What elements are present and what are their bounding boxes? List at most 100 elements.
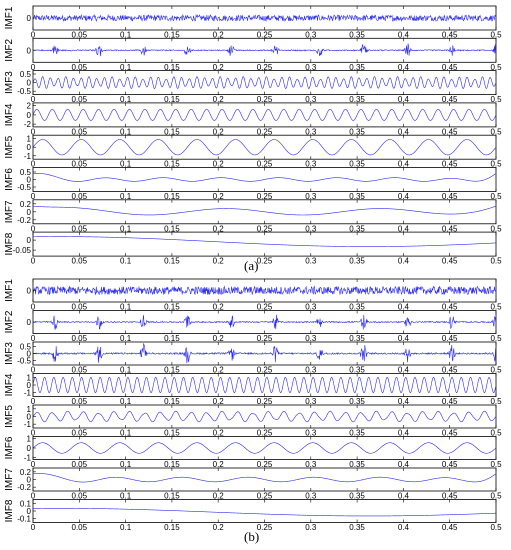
y-tick-label: 0 [27,476,32,485]
x-tick-label: 0.2 [213,160,225,169]
y-label-imf5: IMF5 [4,135,15,158]
x-tick-label: 0 [31,429,36,438]
x-tick-label: 0.2 [213,397,225,406]
imf-panel-imf5: IMF5 10-10 0.05 0.1 0.15 0.2 0.25 0.3 0.35 0.4 0.4… [4,135,502,169]
x-tick-label: 0.05 [72,160,88,169]
x-tick-label: 0.15 [164,160,180,169]
x-tick-label: 0.45 [442,257,458,266]
imf-panel-imf3: IMF3 0.50-0.50 0.05 0.1 0.15 0.2 0.25 0.3 0.35 0.… [4,70,502,104]
x-tick-label: 0.15 [164,257,180,266]
x-tick-label: 0.3 [305,224,317,233]
x-tick-label: 0.5 [490,224,502,233]
x-tick-label: 0.25 [257,192,273,201]
y-tick-label: 0 [27,350,32,359]
y-tick-label: 0 [27,46,32,55]
x-tick-label: 0.25 [257,160,273,169]
x-tick-label: 0.5 [490,303,502,312]
x-tick-label: 0.15 [164,397,180,406]
y-tick-label: 0.2 [20,200,32,209]
y-tick-label: 1 [27,373,32,382]
signal-line-imf4 [32,377,497,393]
x-tick-label: 0.1 [120,523,132,532]
signal-line-imf8 [33,236,497,247]
x-tick-label: 0.2 [213,460,225,469]
x-tick-label: 0.05 [72,523,88,532]
x-tick-label: 0 [31,63,36,72]
x-tick-label: 0.35 [349,523,365,532]
x-tick-label: 0.1 [120,366,132,375]
y-tick-label: 0.5 [20,168,32,177]
x-tick-label: 0 [31,523,36,532]
x-tick-label: 0.15 [164,303,180,312]
x-tick-label: 0.4 [398,397,410,406]
x-tick-label: 0.5 [490,95,502,104]
signal-line-imf4 [32,109,497,121]
x-tick-label: 0.35 [349,95,365,104]
y-tick-label: 0.5 [20,70,32,79]
y-tick-label: -1 [24,389,32,398]
imf-panel-imf3: IMF3 0.50-0.50 0.05 0.1 0.15 0.2 0.25 0.3 0.35 0.… [4,341,502,375]
x-tick-label: 0.3 [305,397,317,406]
caption-a: (a) [244,258,259,273]
panel-frame [32,499,497,523]
x-tick-label: 0.35 [349,492,365,501]
x-tick-label: 0.35 [349,192,365,201]
x-tick-label: 0.2 [213,366,225,375]
y-label-imf3: IMF3 [4,71,15,94]
x-tick-label: 0.2 [213,257,225,266]
x-tick-label: 0.25 [257,366,273,375]
x-tick-label: 0.35 [349,31,365,40]
x-tick-label: 0.3 [305,523,317,532]
x-tick-label: 0.05 [72,192,88,201]
y-tick-label: -0.05 [13,246,32,255]
y-label-imf3: IMF3 [4,342,15,365]
x-tick-label: 0.45 [442,192,458,201]
x-tick-label: 0 [31,492,36,501]
x-tick-label: 0.3 [305,95,317,104]
imf-panel-imf6: IMF6 10-10 0.05 0.1 0.15 0.2 0.25 0.3 0.35 0.4 0.4… [4,434,502,469]
signal-line-imf7 [32,205,497,216]
y-tick-label: 0 [27,176,32,185]
x-tick-label: 0.05 [72,127,88,136]
y-tick-label: -0.2 [17,483,31,492]
y-label-imf2: IMF2 [4,38,15,61]
x-tick-label: 0.35 [349,127,365,136]
x-tick-label: 0.5 [490,334,502,343]
x-tick-label: 0.2 [213,523,225,532]
x-tick-label: 0.35 [349,160,365,169]
caption-b: (b) [244,529,260,544]
x-tick-label: 0.25 [257,31,273,40]
y-tick-label: -0.5 [17,183,31,192]
y-label-imf8: IMF8 [4,499,15,522]
x-tick-label: 0.45 [442,460,458,469]
x-tick-label: 0.45 [442,127,458,136]
x-tick-label: 0.45 [442,523,458,532]
y-tick-label: -2 [24,120,32,129]
x-tick-label: 0.2 [213,95,225,104]
signal-line-imf2 [32,314,497,330]
x-tick-label: 0.35 [349,429,365,438]
x-tick-label: 0.3 [305,31,317,40]
y-label-imf7: IMF7 [4,200,15,223]
x-tick-label: 0.2 [213,334,225,343]
x-tick-label: 0.5 [490,127,502,136]
x-tick-label: 0 [31,31,36,40]
x-tick-label: 0.15 [164,127,180,136]
imf-panel-imf5: IMF5 10-10 0.05 0.1 0.15 0.2 0.25 0.3 0.35 0.4 0.4… [4,404,502,438]
y-tick-label: 0 [27,507,32,516]
signal-line-imf1 [32,13,497,22]
signal-line-imf8 [32,508,497,517]
x-tick-label: 0.5 [490,397,502,406]
x-tick-label: 0.4 [398,192,410,201]
imf-panel-imf7: IMF7 0.20-0.20 0.05 0.1 0.15 0.2 0.25 0.3 0.35 0.… [4,467,502,501]
y-label-imf4: IMF4 [4,373,15,396]
signal-line-imf5 [32,139,497,156]
x-tick-label: 0.45 [442,224,458,233]
x-tick-label: 0.25 [257,334,273,343]
x-tick-label: 0 [31,334,36,343]
y-tick-label: 0 [27,208,32,217]
x-tick-label: 0.1 [120,95,132,104]
x-tick-label: 0.4 [398,127,410,136]
x-tick-label: 0 [31,95,36,104]
